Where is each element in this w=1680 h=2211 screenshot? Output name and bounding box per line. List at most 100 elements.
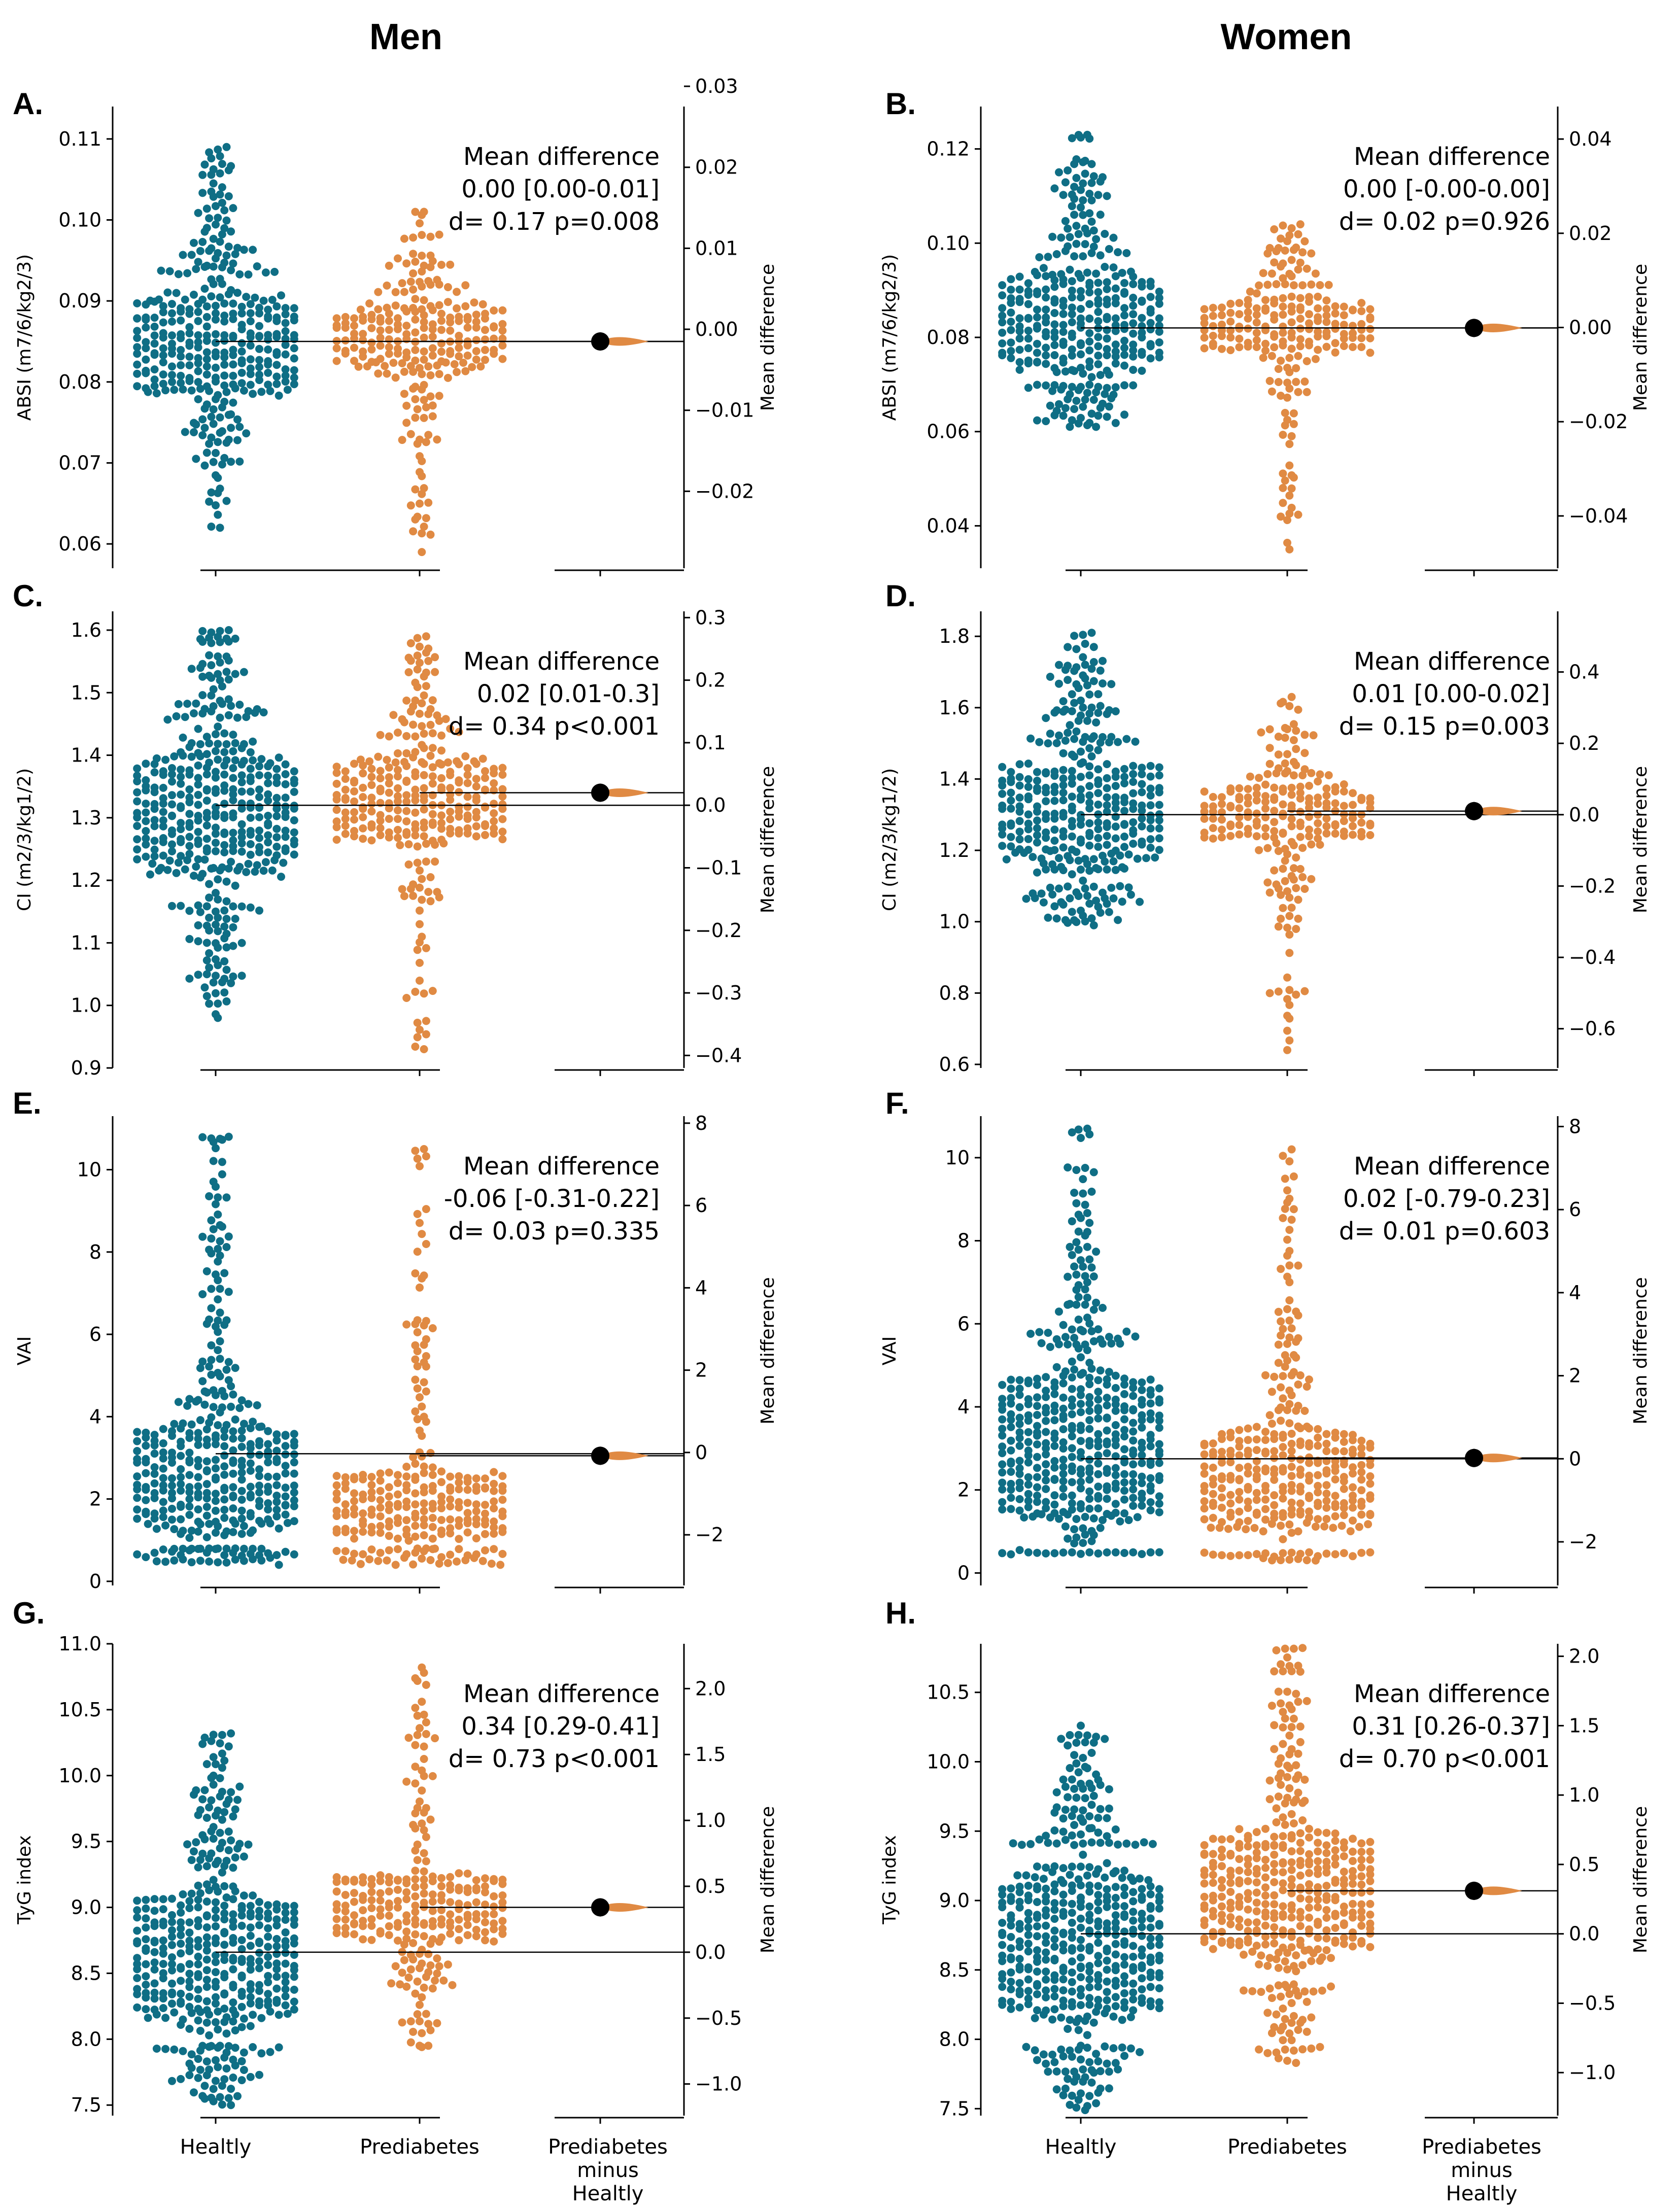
prediabetes-point bbox=[376, 318, 385, 326]
prediabetes-point bbox=[1267, 1420, 1276, 1428]
prediabetes-point bbox=[420, 318, 428, 326]
healthy-point bbox=[1057, 385, 1066, 394]
healthy-point bbox=[185, 974, 194, 983]
healthy-point bbox=[220, 360, 229, 369]
prediabetes-point bbox=[431, 857, 439, 866]
healthy-point bbox=[222, 1893, 231, 1902]
healthy-point bbox=[1155, 788, 1163, 797]
healthy-point bbox=[185, 1904, 194, 1912]
y-tick-label: 10.5 bbox=[927, 1681, 970, 1704]
prediabetes-point bbox=[385, 309, 393, 318]
healthy-point bbox=[237, 1462, 246, 1470]
healthy-point bbox=[1077, 785, 1085, 793]
healthy-point bbox=[1059, 1321, 1068, 1329]
healthy-point bbox=[242, 713, 251, 721]
healthy-point bbox=[142, 1960, 150, 1968]
healthy-point bbox=[1155, 824, 1163, 833]
prediabetes-point bbox=[350, 1549, 358, 1558]
prediabetes-point bbox=[411, 295, 420, 303]
healthy-point bbox=[212, 1440, 220, 1448]
healthy-point bbox=[1042, 865, 1050, 874]
prediabetes-point bbox=[1283, 1305, 1291, 1314]
prediabetes-point bbox=[1244, 1436, 1252, 1444]
prediabetes-point bbox=[1324, 281, 1333, 289]
healthy-point bbox=[998, 291, 1007, 300]
healthy-point bbox=[198, 170, 207, 179]
healthy-point bbox=[998, 824, 1007, 833]
healthy-point bbox=[187, 1558, 196, 1567]
prediabetes-point bbox=[350, 1504, 358, 1513]
prediabetes-point bbox=[1357, 1486, 1366, 1495]
healthy-point bbox=[1118, 897, 1126, 906]
prediabetes-point bbox=[1252, 783, 1261, 792]
prediabetes-point bbox=[1357, 299, 1366, 307]
prediabetes-point bbox=[437, 819, 445, 827]
healthy-point bbox=[222, 2064, 231, 2073]
prediabetes-point bbox=[1279, 1325, 1287, 1333]
healthy-point bbox=[142, 316, 150, 324]
healthy-point bbox=[1094, 333, 1103, 341]
healthy-point bbox=[1094, 1376, 1103, 1385]
healthy-point bbox=[1059, 1814, 1068, 1823]
prediabetes-point bbox=[402, 817, 411, 825]
prediabetes-point bbox=[418, 1698, 426, 1706]
healthy-point bbox=[133, 813, 142, 822]
healthy-point bbox=[144, 1519, 152, 1528]
healthy-point bbox=[229, 1427, 237, 1436]
prediabetes-point bbox=[332, 779, 341, 788]
prediabetes-point bbox=[359, 761, 367, 770]
healthy-point bbox=[1077, 1881, 1085, 1890]
prediabetes-point bbox=[463, 316, 472, 324]
healthy-point bbox=[133, 382, 142, 391]
healthy-point bbox=[163, 288, 172, 297]
healthy-point bbox=[194, 901, 202, 910]
healthy-point bbox=[1059, 1470, 1068, 1478]
healthy-point bbox=[207, 1737, 216, 1745]
healthy-point bbox=[220, 2018, 229, 2026]
healthy-point bbox=[1068, 1357, 1076, 1366]
healthy-point bbox=[1094, 1459, 1103, 1468]
prediabetes-point bbox=[1272, 280, 1281, 289]
prediabetes-point bbox=[367, 324, 376, 332]
healthy-point bbox=[283, 386, 292, 394]
prediabetes-point bbox=[409, 527, 418, 536]
healthy-point bbox=[1059, 832, 1068, 841]
prediabetes-point bbox=[411, 831, 420, 840]
healthy-point bbox=[192, 1397, 200, 1406]
prediabetes-point bbox=[1281, 759, 1289, 768]
prediabetes-point bbox=[1209, 1451, 1217, 1460]
healthy-point bbox=[246, 2022, 255, 2030]
healthy-point bbox=[218, 1135, 226, 1144]
prediabetes-point bbox=[1235, 299, 1244, 307]
healthy-point bbox=[185, 785, 194, 793]
healthy-point bbox=[1144, 1876, 1153, 1884]
prediabetes-point bbox=[498, 771, 507, 779]
healthy-point bbox=[290, 316, 298, 325]
healthy-point bbox=[249, 1418, 257, 1426]
prediabetes-point bbox=[463, 323, 472, 332]
healthy-point bbox=[177, 790, 185, 799]
healthy-point bbox=[220, 299, 229, 308]
prediabetes-point bbox=[1302, 357, 1311, 365]
healthy-point bbox=[1050, 184, 1059, 193]
healthy-point bbox=[255, 332, 263, 341]
healthy-point bbox=[212, 1144, 220, 1153]
prediabetes-point bbox=[411, 1920, 420, 1929]
healthy-point bbox=[1094, 299, 1103, 308]
healthy-point bbox=[1015, 1546, 1024, 1554]
healthy-point bbox=[220, 371, 229, 380]
healthy-point bbox=[1081, 1285, 1089, 1294]
diff-tick-label: 0.3 bbox=[695, 606, 726, 629]
diff-tick-label: 0.01 bbox=[695, 237, 738, 259]
healthy-point bbox=[224, 243, 233, 251]
prediabetes-point bbox=[428, 1513, 437, 1522]
healthy-point bbox=[212, 1898, 220, 1907]
healthy-point bbox=[181, 713, 189, 721]
healthy-point bbox=[150, 822, 159, 831]
healthy-point bbox=[246, 1902, 255, 1910]
healthy-point bbox=[1120, 765, 1128, 773]
prediabetes-point bbox=[422, 1730, 430, 1738]
y-tick-label: 1.4 bbox=[71, 744, 101, 767]
healthy-point bbox=[224, 675, 233, 684]
prediabetes-point bbox=[1357, 796, 1366, 804]
